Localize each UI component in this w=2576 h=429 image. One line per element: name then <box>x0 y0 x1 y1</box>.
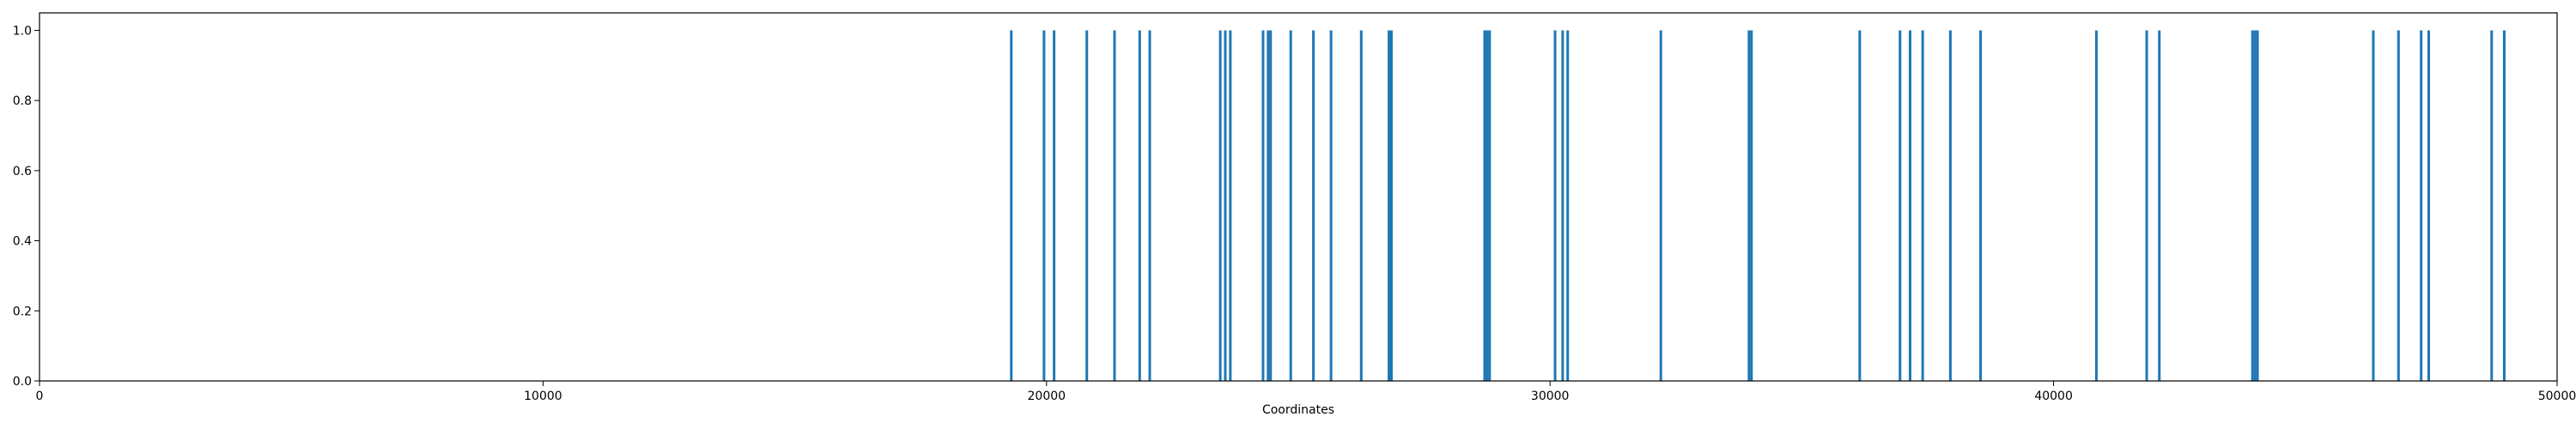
bar <box>2253 30 2257 382</box>
bar <box>1750 30 1753 382</box>
x-axis-ticks: 0 10000 20000 30000 40000 50000 <box>36 381 2576 403</box>
bar <box>2502 30 2506 382</box>
y-axis-ticks: 0.0 0.2 0.4 0.6 0.8 1.0 <box>13 24 39 389</box>
bar <box>2251 30 2254 382</box>
bar <box>2145 30 2148 382</box>
bar <box>1979 30 1983 382</box>
bar <box>2397 30 2400 382</box>
bar-series <box>1010 30 2506 382</box>
bar <box>1388 30 1391 382</box>
bar <box>1948 30 1952 382</box>
x-axis-label: Coordinates <box>1262 403 1334 417</box>
bar <box>1566 30 1570 382</box>
bar <box>1261 30 1265 382</box>
y-tick-label: 0.2 <box>13 305 32 318</box>
bar <box>1010 30 1013 382</box>
bar <box>1329 30 1333 382</box>
bar <box>1138 30 1141 382</box>
x-tick-label: 40000 <box>2034 390 2073 403</box>
plot-frame <box>39 12 2558 382</box>
y-tick-label: 0.8 <box>13 94 32 108</box>
y-tick-label: 1.0 <box>13 24 32 38</box>
bar <box>2490 30 2494 382</box>
x-tick-label: 30000 <box>1531 390 1570 403</box>
bar <box>2256 30 2259 382</box>
x-tick-label: 0 <box>36 390 44 403</box>
bar <box>1113 30 1116 382</box>
bar <box>1908 30 1911 382</box>
bar <box>1488 30 1492 382</box>
bar <box>1921 30 1924 382</box>
bar <box>1312 30 1315 382</box>
bar <box>1659 30 1662 382</box>
bar <box>1218 30 1222 382</box>
bar <box>2420 30 2423 382</box>
bar <box>2158 30 2161 382</box>
bar <box>2427 30 2430 382</box>
bar <box>1747 30 1751 382</box>
bar <box>1858 30 1862 382</box>
bar <box>1085 30 1089 382</box>
y-tick-label: 0.4 <box>13 235 32 249</box>
bar <box>1899 30 1902 382</box>
bar <box>1053 30 1056 382</box>
bar <box>2372 30 2375 382</box>
y-tick-label: 0.6 <box>13 165 32 178</box>
bar <box>1483 30 1486 382</box>
bar <box>1269 30 1273 382</box>
bar <box>2094 30 2098 382</box>
bar <box>1485 30 1489 382</box>
bar <box>1359 30 1363 382</box>
bar <box>1389 30 1393 382</box>
y-tick-label: 0.0 <box>13 375 32 389</box>
bar <box>1042 30 1046 382</box>
bar <box>1267 30 1270 382</box>
bar <box>1289 30 1292 382</box>
bar <box>1561 30 1564 382</box>
bar <box>1148 30 1151 382</box>
x-tick-label: 20000 <box>1028 390 1066 403</box>
bar <box>1229 30 1232 382</box>
bar <box>1224 30 1227 382</box>
x-tick-label: 50000 <box>2538 390 2576 403</box>
x-tick-label: 10000 <box>524 390 562 403</box>
bar <box>1553 30 1557 382</box>
